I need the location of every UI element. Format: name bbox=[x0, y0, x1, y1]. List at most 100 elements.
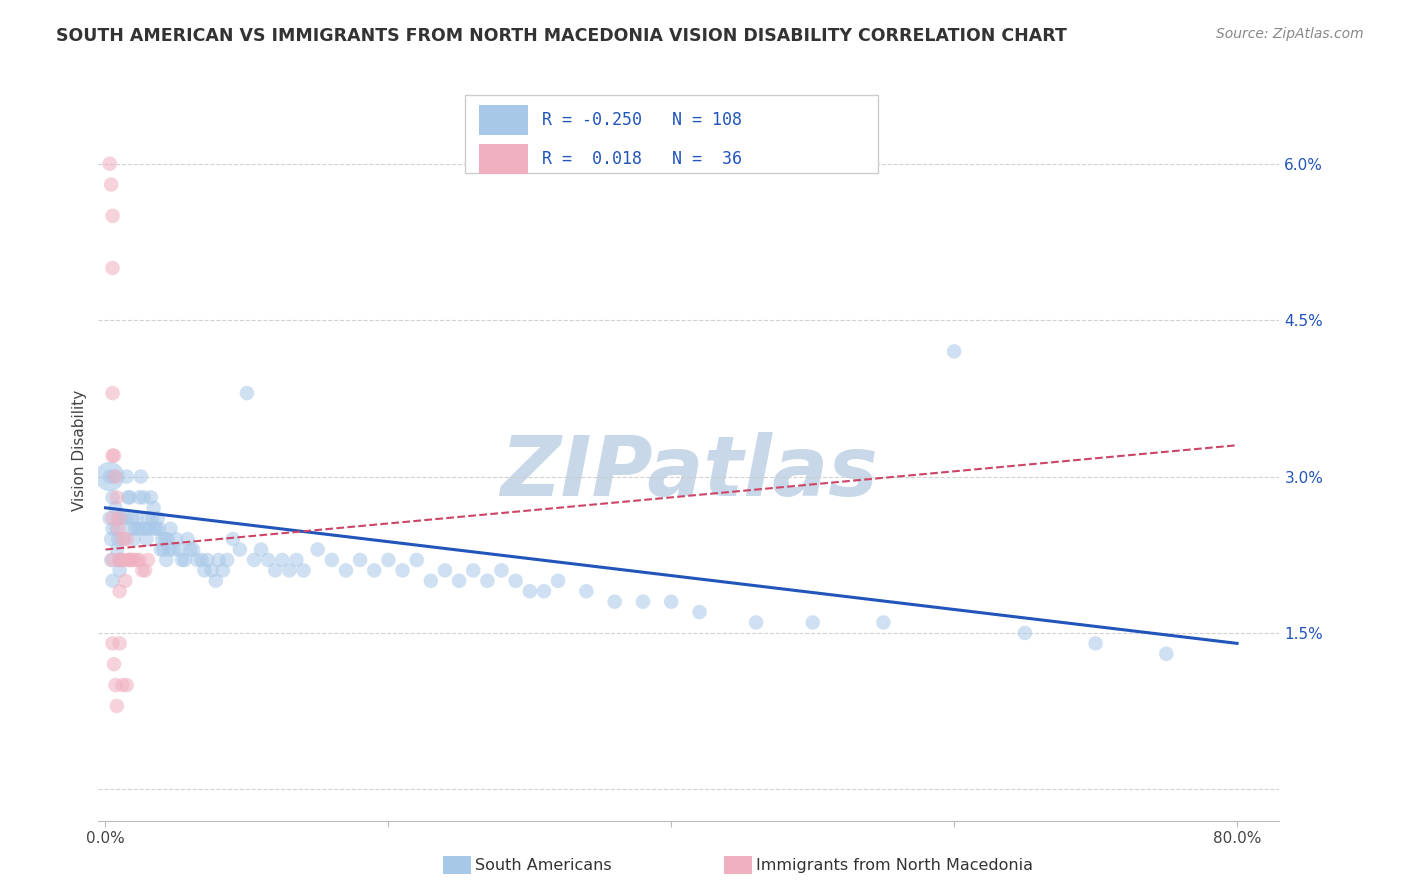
Point bbox=[103, 449, 125, 463]
Point bbox=[165, 532, 187, 546]
Point bbox=[108, 553, 131, 567]
Point bbox=[745, 615, 768, 630]
Text: Source: ZipAtlas.com: Source: ZipAtlas.com bbox=[1216, 27, 1364, 41]
Point bbox=[104, 500, 127, 515]
Point bbox=[118, 491, 141, 505]
Point bbox=[101, 553, 124, 567]
Point bbox=[120, 522, 142, 536]
Point bbox=[138, 522, 160, 536]
Point bbox=[108, 511, 131, 525]
Point bbox=[321, 553, 343, 567]
Point bbox=[222, 532, 245, 546]
Point bbox=[124, 522, 146, 536]
Point bbox=[128, 491, 150, 505]
Point bbox=[148, 522, 170, 536]
Point bbox=[101, 636, 124, 650]
Point bbox=[391, 563, 413, 577]
Point bbox=[114, 511, 136, 525]
Point bbox=[117, 491, 139, 505]
Point bbox=[134, 522, 156, 536]
Point bbox=[433, 563, 456, 577]
Point bbox=[115, 532, 138, 546]
Point bbox=[190, 553, 212, 567]
Point bbox=[250, 542, 273, 557]
Point bbox=[145, 522, 167, 536]
Point bbox=[112, 553, 135, 567]
Point bbox=[217, 553, 239, 567]
Point bbox=[141, 511, 163, 525]
Point bbox=[155, 553, 177, 567]
Point bbox=[195, 553, 218, 567]
Point bbox=[125, 511, 148, 525]
Text: South Americans: South Americans bbox=[475, 858, 612, 872]
Point bbox=[101, 386, 124, 401]
Point bbox=[872, 615, 894, 630]
Point bbox=[134, 563, 156, 577]
Point bbox=[208, 553, 231, 567]
Point bbox=[107, 511, 129, 525]
Text: R = -0.250   N = 108: R = -0.250 N = 108 bbox=[543, 111, 742, 129]
Point bbox=[405, 553, 427, 567]
Point bbox=[129, 469, 152, 483]
Point bbox=[157, 542, 180, 557]
Point bbox=[112, 532, 135, 546]
Point bbox=[131, 522, 153, 536]
Point bbox=[110, 553, 132, 567]
Point bbox=[243, 553, 266, 567]
Point bbox=[104, 469, 127, 483]
Point bbox=[122, 553, 145, 567]
Point bbox=[105, 542, 128, 557]
Point bbox=[120, 553, 142, 567]
Point bbox=[136, 511, 159, 525]
Text: SOUTH AMERICAN VS IMMIGRANTS FROM NORTH MACEDONIA VISION DISABILITY CORRELATION : SOUTH AMERICAN VS IMMIGRANTS FROM NORTH … bbox=[56, 27, 1067, 45]
Point bbox=[689, 605, 711, 619]
Point bbox=[307, 542, 329, 557]
Point bbox=[200, 563, 222, 577]
Point bbox=[149, 542, 172, 557]
Point bbox=[505, 574, 527, 588]
Point bbox=[122, 532, 145, 546]
Point bbox=[98, 469, 121, 483]
Point bbox=[101, 522, 124, 536]
Point bbox=[107, 532, 129, 546]
Point bbox=[264, 563, 287, 577]
Point bbox=[108, 563, 131, 577]
Point bbox=[125, 553, 148, 567]
Point bbox=[229, 542, 252, 557]
Point bbox=[463, 563, 485, 577]
Point bbox=[1014, 626, 1036, 640]
Point bbox=[285, 553, 308, 567]
Point bbox=[186, 553, 208, 567]
Point bbox=[193, 563, 215, 577]
Point bbox=[128, 553, 150, 567]
Point bbox=[236, 386, 259, 401]
Point bbox=[105, 698, 128, 713]
Point bbox=[159, 522, 181, 536]
Point bbox=[547, 574, 569, 588]
Point bbox=[135, 532, 157, 546]
Point bbox=[257, 553, 280, 567]
Point bbox=[115, 678, 138, 692]
Point bbox=[101, 449, 124, 463]
Point bbox=[477, 574, 499, 588]
Point bbox=[1156, 647, 1178, 661]
Point bbox=[181, 542, 204, 557]
Point bbox=[108, 553, 131, 567]
Point bbox=[98, 157, 121, 171]
Point bbox=[117, 553, 139, 567]
Point bbox=[335, 563, 357, 577]
Point bbox=[105, 491, 128, 505]
FancyBboxPatch shape bbox=[464, 95, 877, 173]
Point bbox=[1084, 636, 1107, 650]
Point bbox=[101, 491, 124, 505]
Point bbox=[111, 678, 134, 692]
Point bbox=[111, 511, 134, 525]
Point bbox=[659, 595, 682, 609]
Point bbox=[153, 532, 176, 546]
Point bbox=[100, 532, 122, 546]
Point bbox=[108, 636, 131, 650]
Point bbox=[603, 595, 626, 609]
Point bbox=[103, 469, 125, 483]
Point bbox=[278, 563, 301, 577]
Point bbox=[101, 574, 124, 588]
